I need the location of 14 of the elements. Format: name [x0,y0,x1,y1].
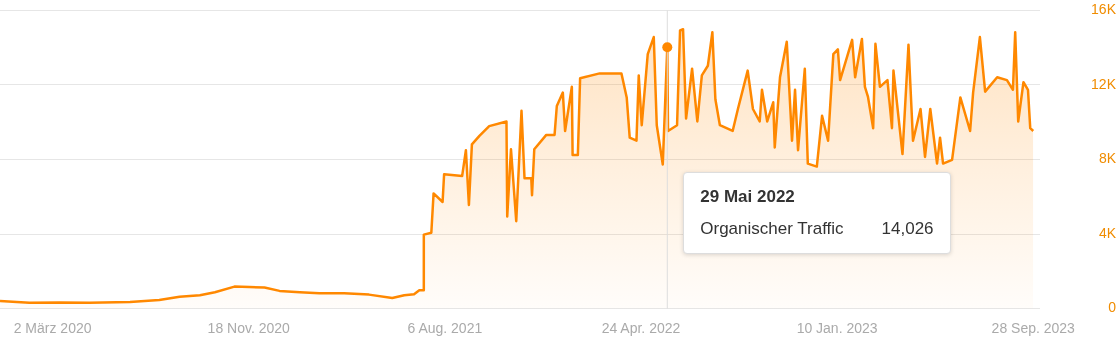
annotation: 14,026 [881,219,934,239]
y-tick-label: 16K [1091,1,1116,18]
y-tick-label: 0 [1108,299,1116,316]
annotation: Organischer Traffic [700,219,844,239]
x-tick-label: 10 Jan. 2023 [796,319,878,336]
x-tick-label: 24 Apr. 2022 [601,319,681,336]
x-tick-label: 28 Sep. 2023 [991,319,1076,336]
x-tick-label: 18 Nov. 2020 [207,319,291,336]
annotation: 29 Mai 2022 [700,187,796,207]
y-tick-label: 8K [1098,150,1116,167]
y-tick-label: 4K [1098,224,1116,241]
x-tick-label: 2 März 2020 [13,319,92,336]
y-tick-label: 12K [1091,75,1116,92]
x-tick-label: 6 Aug. 2021 [407,319,483,336]
